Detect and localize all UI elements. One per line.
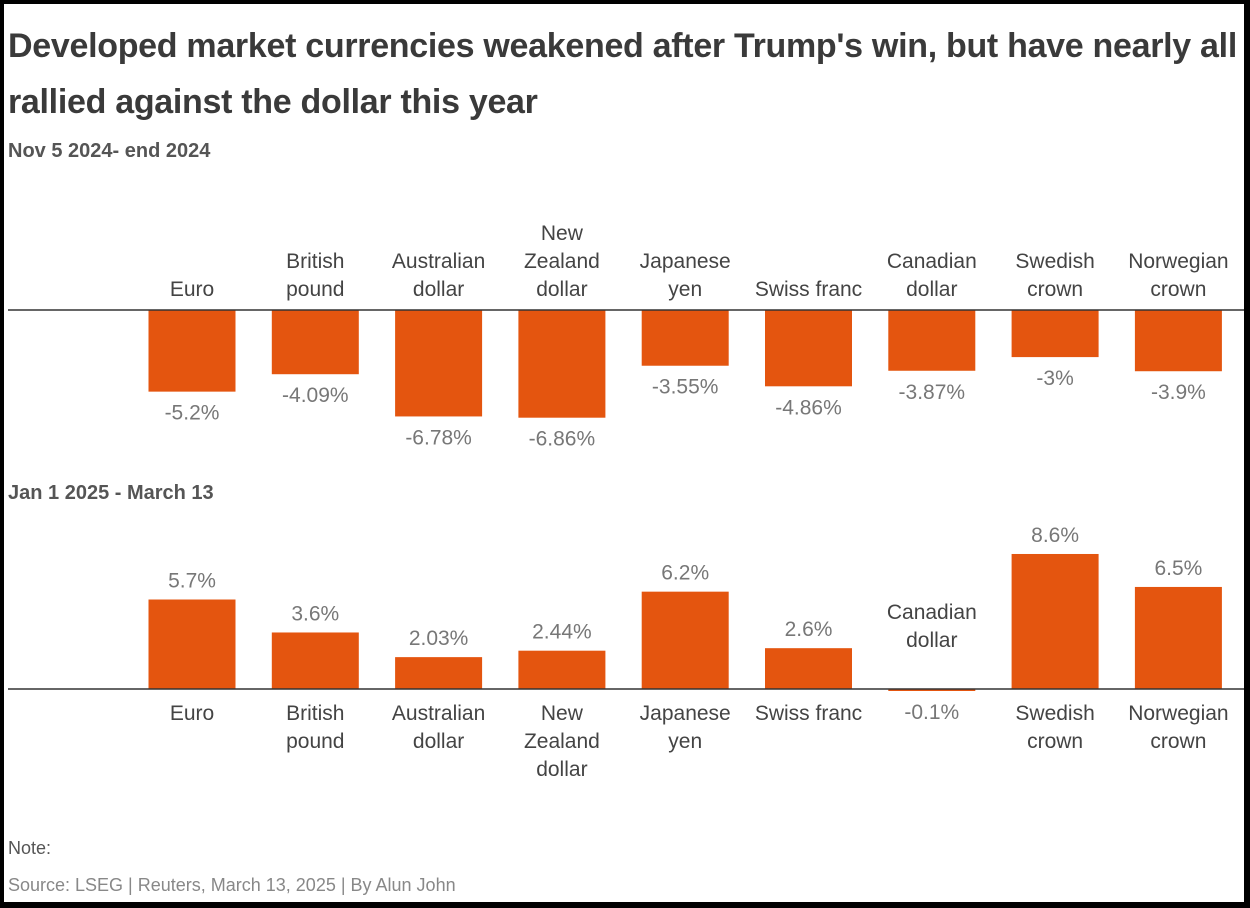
value-label-2-2: 3.6%	[291, 602, 339, 625]
value-label-1-3: -6.78%	[405, 426, 472, 449]
bar-1-8	[1011, 310, 1099, 358]
value-label-2-3: 2.03%	[409, 627, 469, 650]
bar-1-7	[888, 310, 976, 371]
category-label-1-3: Australian dollar	[392, 250, 485, 301]
bar-1-3	[395, 310, 483, 417]
value-label-2-7: -0.1%	[904, 701, 959, 724]
category-label-1-8: Swedish crown	[1015, 250, 1094, 301]
value-label-1-9: -3.9%	[1151, 381, 1206, 404]
value-label-2-9: 6.5%	[1154, 557, 1202, 580]
bar-2-4	[518, 650, 606, 689]
value-label-1-5: -3.55%	[652, 376, 719, 399]
bar-2-3	[395, 657, 483, 689]
category-label-1-7: Canadian dollar	[887, 250, 977, 301]
category-label-2-4: New Zealand dollar	[524, 702, 600, 781]
value-label-1-6: -4.86%	[775, 396, 842, 419]
bar-2-1	[148, 599, 236, 689]
category-label-1-1: Euro	[170, 278, 214, 301]
chart-title: Developed market currencies weakened aft…	[8, 27, 1237, 121]
bar-2-9	[1134, 586, 1222, 689]
value-label-1-8: -3%	[1036, 367, 1073, 390]
category-label-1-6: Swiss franc	[755, 278, 862, 301]
value-label-1-1: -5.2%	[165, 402, 220, 425]
category-label-2-6: Swiss franc	[755, 702, 862, 725]
bar-2-8	[1011, 553, 1099, 689]
chart-card: Developed market currencies weakened aft…	[4, 4, 1244, 902]
bar-2-6	[765, 648, 852, 689]
category-label-1-9: Norwegian crown	[1128, 250, 1228, 301]
value-label-2-4: 2.44%	[532, 621, 592, 644]
category-label-2-7: Canadian dollar	[887, 601, 977, 652]
value-label-1-4: -6.86%	[529, 428, 596, 451]
panel-1-subtitle: Nov 5 2024- end 2024	[8, 140, 211, 162]
panel-1-bar-chart: -5.2% -4.09% -6.78% -6.86% -3.55% -4.86% -3.87…	[8, 222, 1244, 451]
category-label-2-1: Euro	[170, 702, 214, 725]
category-label-2-5: Japanese yen	[640, 702, 731, 753]
panel-2-subtitle: Jan 1 2025 - March 13	[8, 482, 214, 504]
value-label-2-1: 5.7%	[168, 570, 216, 593]
category-label-1-4: New Zealand dollar	[524, 222, 600, 301]
value-label-1-2: -4.09%	[282, 384, 349, 407]
category-label-2-3: Australian dollar	[392, 702, 485, 753]
category-label-2-2: British pound	[286, 702, 344, 753]
category-label-2-9: Norwegian crown	[1128, 702, 1228, 753]
bar-2-2	[271, 632, 359, 689]
bar-1-9	[1134, 310, 1222, 372]
footer-note: Note:	[8, 838, 52, 858]
footer-source: Source: LSEG | Reuters, March 13, 2025 |…	[8, 875, 456, 895]
value-label-1-7: -3.87%	[899, 381, 966, 404]
value-label-2-8: 8.6%	[1031, 524, 1079, 547]
bar-1-4	[518, 310, 606, 418]
bar-1-2	[271, 310, 359, 375]
panel-2-bar-chart: 5.7% 3.6% 2.03% 2.44% 6.2% 2.6% -0.1% 8.6% 6.5% E…	[8, 524, 1244, 781]
category-label-1-2: British pound	[286, 250, 344, 301]
category-label-1-5: Japanese yen	[640, 250, 731, 301]
category-label-2-8: Swedish crown	[1015, 702, 1094, 753]
bar-1-5	[641, 310, 729, 366]
bar-2-5	[641, 591, 729, 689]
bar-2-7	[888, 689, 976, 691]
bar-1-1	[148, 310, 236, 392]
value-label-2-6: 2.6%	[785, 618, 833, 641]
value-label-2-5: 6.2%	[661, 562, 709, 585]
bar-1-6	[765, 310, 852, 387]
